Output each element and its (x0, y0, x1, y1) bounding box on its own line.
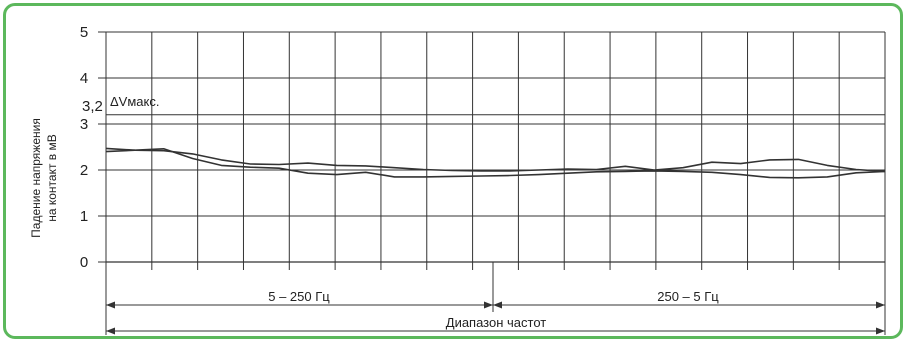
frequency-range-arrows (105, 262, 886, 335)
y-tick-label: 4 (80, 70, 88, 87)
range-arrow-down-right-head (876, 301, 885, 309)
dv-max-label: ΔVмакс. (110, 94, 159, 109)
range-arrow-up-right-head (484, 301, 493, 309)
y-tick-label: 1 (80, 208, 88, 225)
range-label-down: 250 – 5 Гц (657, 289, 719, 304)
series-line-2 (105, 148, 886, 179)
y-axis-label-line1: Падение напряжения (29, 118, 43, 238)
ref-tick-label: 3,2 (82, 98, 103, 115)
y-axis-label-line2: на контакт в мВ (45, 134, 59, 222)
chart-series (105, 147, 886, 179)
y-tick-label: 0 (80, 254, 88, 271)
total-range-arrow-right-head (876, 327, 885, 335)
range-arrow-down-left-head (493, 301, 502, 309)
range-label-up: 5 – 250 Гц (268, 289, 330, 304)
series-line-1 (105, 147, 886, 173)
total-range-arrow-left-head (106, 327, 115, 335)
chart-grid (98, 31, 886, 270)
range-arrow-up-left-head (106, 301, 115, 309)
total-range-label: Диапазон частот (446, 315, 547, 330)
y-tick-label: 2 (80, 162, 88, 179)
y-tick-labels: 0 1 2 3 4 5 (80, 24, 88, 271)
y-tick-label: 5 (80, 24, 88, 41)
y-tick-label: 3 (80, 116, 88, 133)
